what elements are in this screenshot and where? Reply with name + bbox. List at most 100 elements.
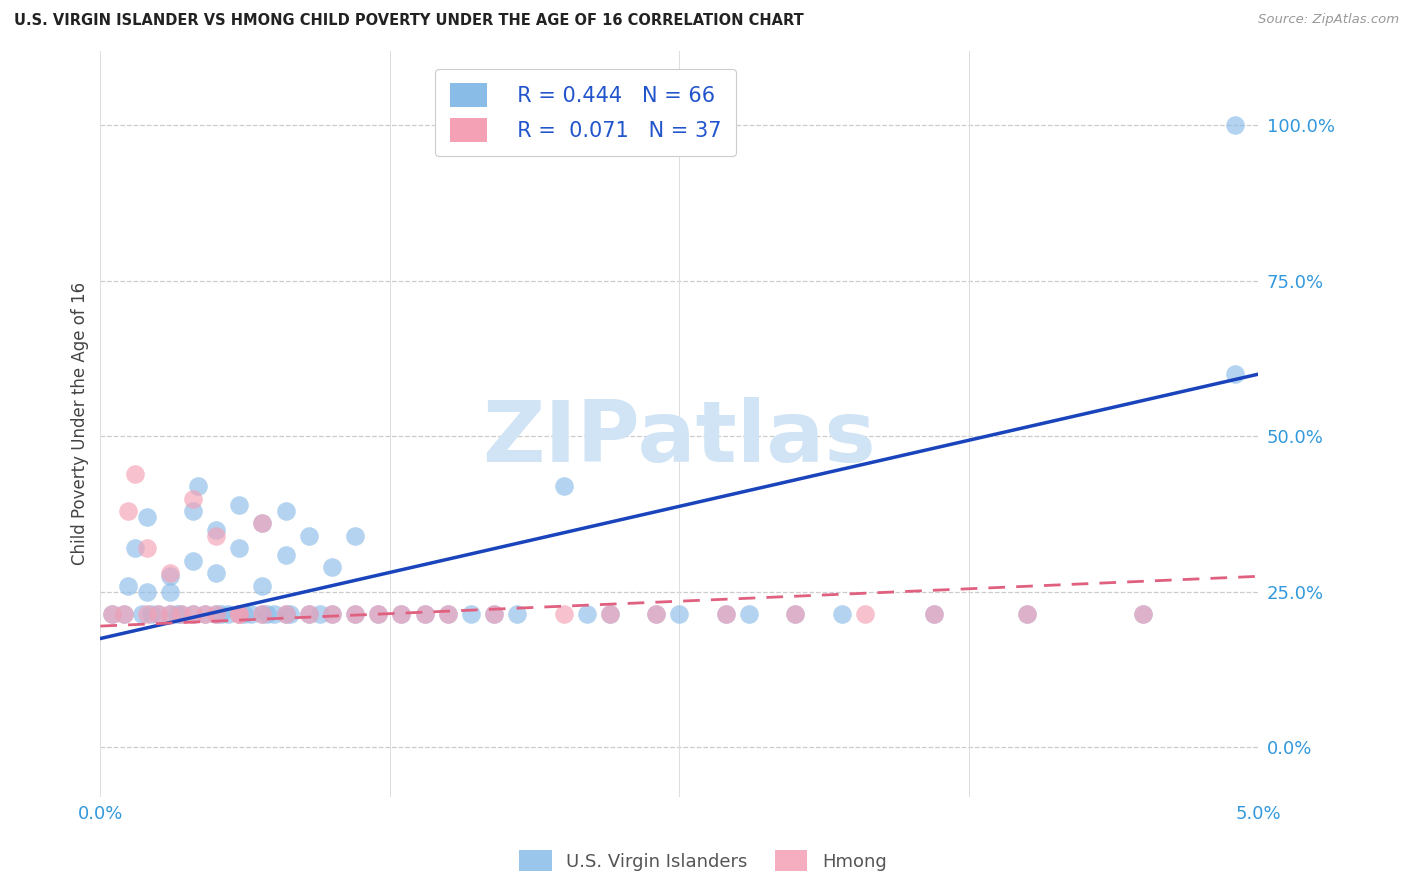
Point (482, 607, 505, 621)
Point (181, 607, 204, 621)
Point (159, 566, 181, 581)
Point (131, 607, 153, 621)
Point (205, 607, 228, 621)
Point (194, 607, 217, 621)
Point (228, 498, 250, 512)
Point (170, 607, 193, 621)
Point (228, 607, 250, 621)
Point (112, 607, 135, 621)
Point (233, 607, 256, 621)
Point (367, 607, 389, 621)
Point (575, 607, 598, 621)
Point (135, 607, 157, 621)
Text: U.S. VIRGIN ISLANDER VS HMONG CHILD POVERTY UNDER THE AGE OF 16 CORRELATION CHAR: U.S. VIRGIN ISLANDER VS HMONG CHILD POVE… (14, 13, 804, 29)
Point (1015, 607, 1038, 621)
Point (1015, 607, 1038, 621)
Point (1132, 607, 1154, 621)
Point (135, 510, 157, 524)
Point (263, 607, 285, 621)
Point (187, 479, 209, 493)
Point (298, 607, 321, 621)
Point (668, 607, 690, 621)
Point (922, 607, 945, 621)
Point (367, 607, 389, 621)
Point (413, 607, 436, 621)
Point (413, 607, 436, 621)
Point (228, 541, 250, 556)
Point (170, 607, 193, 621)
Point (252, 516, 274, 531)
Point (785, 607, 807, 621)
Point (309, 607, 332, 621)
Point (460, 607, 482, 621)
Point (124, 541, 146, 556)
Point (321, 607, 343, 621)
Point (166, 607, 188, 621)
Point (117, 504, 139, 518)
Point (391, 607, 413, 621)
Point (181, 554, 204, 568)
Point (344, 607, 367, 621)
Point (217, 607, 239, 621)
Point (831, 607, 853, 621)
Point (274, 607, 297, 621)
Point (252, 516, 274, 531)
Point (112, 607, 135, 621)
Point (714, 607, 737, 621)
Point (101, 607, 124, 621)
Point (148, 607, 170, 621)
Point (436, 607, 458, 621)
Point (252, 579, 274, 593)
Point (205, 529, 228, 543)
Point (205, 523, 228, 537)
Point (148, 607, 170, 621)
Legend: U.S. Virgin Islanders, Hmong: U.S. Virgin Islanders, Hmong (512, 843, 894, 879)
Point (482, 607, 505, 621)
Point (599, 607, 621, 621)
Point (228, 607, 250, 621)
Point (274, 607, 297, 621)
Point (785, 607, 807, 621)
Point (1225, 119, 1247, 133)
Point (298, 607, 321, 621)
Point (344, 529, 367, 543)
Point (239, 607, 262, 621)
Text: Source: ZipAtlas.com: Source: ZipAtlas.com (1258, 13, 1399, 27)
Point (101, 607, 124, 621)
Point (274, 504, 297, 518)
Point (321, 607, 343, 621)
Point (228, 607, 250, 621)
Point (181, 504, 204, 518)
Point (298, 529, 321, 543)
Point (159, 585, 181, 599)
Point (1225, 367, 1247, 381)
Point (256, 607, 278, 621)
Point (159, 569, 181, 583)
Point (252, 607, 274, 621)
Point (117, 579, 139, 593)
Point (135, 585, 157, 599)
Y-axis label: Child Poverty Under the Age of 16: Child Poverty Under the Age of 16 (72, 283, 89, 566)
Point (194, 607, 217, 621)
Point (922, 607, 945, 621)
Point (205, 566, 228, 581)
Point (278, 607, 301, 621)
Point (141, 607, 163, 621)
Point (714, 607, 737, 621)
Point (181, 607, 204, 621)
Point (853, 607, 876, 621)
Legend:   R = 0.444   N = 66,   R =  0.071   N = 37: R = 0.444 N = 66, R = 0.071 N = 37 (434, 69, 735, 156)
Point (645, 607, 668, 621)
Point (205, 607, 228, 621)
Point (738, 607, 761, 621)
Point (209, 607, 232, 621)
Point (252, 607, 274, 621)
Point (599, 607, 621, 621)
Point (344, 607, 367, 621)
Point (159, 607, 181, 621)
Point (645, 607, 668, 621)
Point (506, 607, 529, 621)
Text: ZIPatlas: ZIPatlas (482, 397, 876, 481)
Point (181, 491, 204, 506)
Point (1132, 607, 1154, 621)
